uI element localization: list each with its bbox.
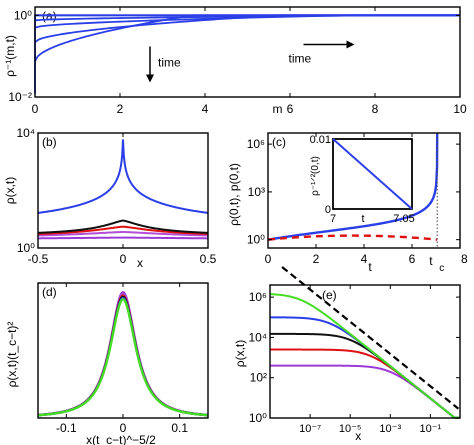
panel-a-x-ticklabel: 8 (372, 102, 379, 116)
panel-b-series-line (37, 225, 209, 235)
panel-b-series-line (38, 236, 208, 240)
panel-e-series-line (270, 348, 460, 419)
panel-b-series-line (37, 231, 209, 237)
panel-a-y-ticklabel: 10⁰ (14, 8, 32, 22)
panel-c-y-ticklabel: 10⁰ (247, 233, 265, 247)
panel-b-series-line (37, 219, 209, 234)
panel-a-time-label-right: time (289, 51, 312, 65)
panel-b-y-ticklabel: 10⁴ (16, 126, 35, 140)
panel-e: (e) 10⁻⁷ 10⁻⁵ 10⁻³ 10⁻¹ 10⁰ 10² 10⁴ 10⁶ x ρ(x,t) (233, 266, 461, 443)
panel-d-xlabel: x(t_c−t)^−5/2 (86, 433, 156, 445)
panel-d-series-line (37, 293, 209, 417)
panel-d-series-line (37, 295, 209, 417)
panel-b-xlabel: x (137, 256, 143, 270)
panel-e-y-ticklabel: 10⁴ (248, 330, 267, 344)
panel-b-y-ticklabel: 10⁰ (17, 241, 35, 255)
panel-e-x-ticklabel: 10⁻³ (379, 423, 401, 435)
panel-c-inset-xlabel: t (361, 213, 364, 225)
panel-c-inset-ylabel: ρ⁻¹ᐟ²(0,t) (310, 156, 321, 196)
panel-a-series-line (34, 14, 460, 43)
panel-b-label: (b) (42, 135, 57, 149)
panel-d-x-ticklabel: 0 (120, 421, 127, 435)
panel-c-label: (c) (272, 135, 286, 149)
panel-a-series-line (34, 14, 460, 29)
panel-e-series-line (269, 293, 460, 419)
panel-c-x-ticklabel: 0 (265, 252, 272, 266)
panel-a-series-line (34, 14, 460, 62)
panel-b-x-ticklabel: 0.5 (200, 252, 217, 266)
panel-b-x-ticklabel: 0 (120, 252, 127, 266)
panel-c-inset-x-ticklabel: 7.05 (393, 213, 414, 225)
panel-d-label: (d) (42, 285, 57, 299)
panel-a-x-ticklabel: 6 (287, 102, 294, 116)
panel-e-y-ticklabel: 10² (250, 371, 267, 385)
panel-a-time-label-down: time (158, 55, 181, 69)
panel-a-y-ticklabel: 10⁻² (8, 90, 32, 104)
panel-e-label: (e) (322, 288, 337, 302)
panel-c-y-ticklabel: 10³ (248, 185, 265, 199)
panel-c-y-ticklabel: 10⁶ (247, 137, 265, 151)
panel-d-series-line (37, 294, 209, 417)
panel-c-xlabel: t (368, 260, 372, 274)
panel-a-x-ticklabel: 0 (32, 102, 39, 116)
panel-d-series-line (37, 291, 209, 417)
panel-d-ylabel: ρ(x,t)(t_c−t)² (5, 322, 19, 388)
panel-e-x-ticklabel: 10⁻¹ (420, 423, 442, 435)
panel-c-inset-y-ticklabel: 0 (325, 204, 331, 216)
panel-c-tc-sub: c (439, 263, 444, 274)
panel-e-reference-line (281, 266, 460, 410)
panel-a-ylabel: ρ⁻¹(m,t) (3, 35, 17, 77)
panel-a-arrowhead-down (146, 74, 154, 83)
panel-d-series-line (37, 297, 209, 417)
panel-e-y-ticklabel: 10⁰ (249, 411, 267, 425)
panel-d: (d) -0.1 0 0.1 x(t_c−t)^−5/2 ρ(x,t)(t_c−t)² (5, 282, 209, 445)
panel-a-x-ticklabel: 4 (202, 102, 209, 116)
panel-c-inset-line (332, 138, 413, 210)
panel-c-x-ticklabel: 8 (461, 252, 468, 266)
panel-c-series-p (267, 234, 438, 241)
panel-e-x-ticklabel: 10⁻⁵ (339, 423, 362, 435)
panel-a-series-line (34, 14, 460, 94)
panel-b: (b) -0.5 0 0.5 10⁰ 10⁴ x ρ(x,t) (3, 126, 217, 270)
panel-a-arrowhead-right (346, 40, 355, 49)
panel-c-ylabel: ρ(0,t), p(0,t) (227, 163, 241, 226)
panel-c-series-rho (267, 133, 439, 241)
panel-e-frame (269, 284, 461, 419)
panel-c-x-ticklabel: 4 (361, 252, 368, 266)
panel-c-inset-x-ticklabel: 7 (330, 213, 336, 225)
panel-c-inset-y-ticklabel: 0.01 (310, 134, 331, 146)
panel-e-y-ticklabel: 10⁶ (249, 290, 267, 304)
panel-d-x-ticklabel: 0.1 (171, 421, 188, 435)
panel-d-x-ticklabel: -0.1 (56, 421, 77, 435)
panel-c-x-ticklabel: 2 (313, 252, 320, 266)
panel-b-x-ticklabel: -0.5 (28, 252, 49, 266)
panel-b-series-line (37, 139, 209, 214)
panel-c-tc-label: t (429, 254, 433, 268)
panel-a-x-ticklabel: 10 (453, 102, 467, 116)
panel-e-x-ticklabel: 10⁻⁷ (299, 423, 321, 435)
panel-e-xlabel: x (355, 429, 361, 443)
panel-e-series-line (270, 364, 460, 419)
panel-e-ylabel: ρ(x,t) (233, 340, 247, 368)
panel-a-x-ticklabel: 2 (117, 102, 124, 116)
panel-d-series-line (37, 296, 209, 417)
panel-a-xlabel: m (273, 102, 283, 116)
panel-a-frame (34, 6, 461, 98)
panel-d-frame (37, 282, 209, 419)
panel-b-ylabel: ρ(x,t) (3, 177, 17, 205)
panel-c-x-ticklabel: 6 (409, 252, 416, 266)
